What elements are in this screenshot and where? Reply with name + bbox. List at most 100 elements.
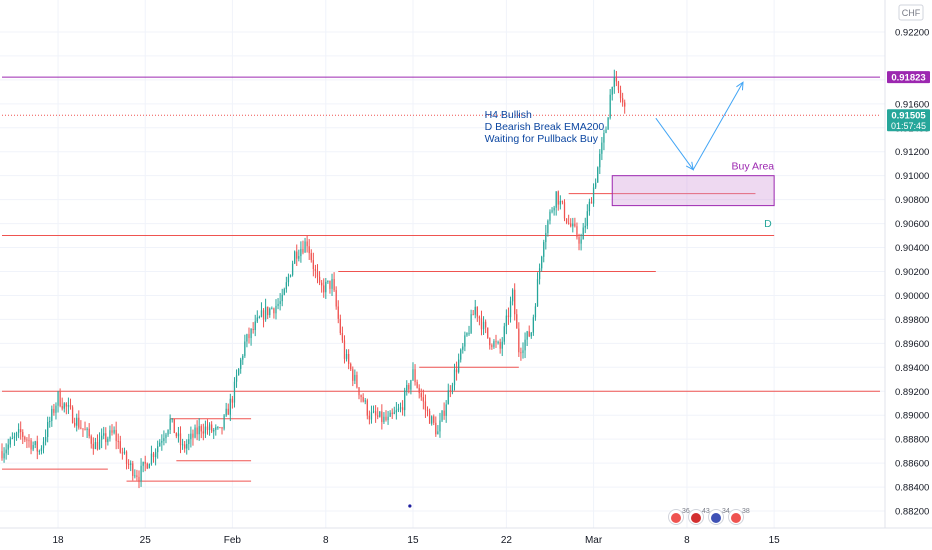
candle-body	[406, 384, 408, 391]
candle-body	[55, 405, 57, 413]
candle-body	[167, 429, 169, 435]
candle-body	[136, 475, 138, 477]
price-tick-label: 0.88600	[895, 459, 929, 470]
candle-body	[100, 435, 103, 440]
candle-body	[576, 226, 578, 238]
time-tick-label: 8	[684, 535, 690, 546]
candle-body	[528, 331, 530, 337]
candle-body	[489, 337, 491, 346]
annotation-line-3: Waiting for Pullback Buy	[485, 133, 599, 145]
candle-body	[1, 451, 3, 459]
candle-body	[493, 341, 495, 347]
candle-body	[460, 349, 462, 360]
candle-body	[557, 191, 559, 205]
event-count: 43	[702, 508, 710, 515]
candle-body	[219, 427, 221, 429]
price-axis[interactable]: 0.922000.916000.914000.912000.910000.908…	[895, 27, 929, 517]
candle-body	[150, 453, 153, 465]
candle-body	[194, 427, 196, 438]
candle-body	[534, 306, 537, 318]
candle-body	[300, 248, 302, 257]
candle-body	[123, 451, 126, 454]
price-tick-label: 0.89200	[895, 387, 929, 398]
candle-body	[507, 315, 510, 318]
candle-body	[302, 248, 304, 253]
candle-body	[138, 476, 140, 482]
candle-body	[296, 251, 298, 259]
candle-body	[90, 436, 92, 444]
candle-body	[453, 369, 456, 386]
candle-body	[352, 369, 354, 381]
candle-body	[572, 223, 574, 227]
candle-body	[495, 341, 497, 343]
price-tick-label: 0.88200	[895, 507, 929, 518]
candle-body	[470, 314, 472, 333]
candle-body	[148, 464, 151, 469]
candle-body	[24, 437, 26, 440]
price-tick-label: 0.89800	[895, 315, 929, 326]
candle-body	[5, 449, 7, 454]
candle-body	[248, 334, 250, 339]
candle-body	[103, 433, 105, 436]
candle-body	[526, 331, 528, 340]
candle-body	[231, 398, 234, 403]
candle-body	[98, 439, 101, 450]
candle-body	[518, 328, 520, 353]
event-count: 36	[682, 508, 690, 515]
candle-body	[140, 465, 142, 482]
candle-body	[76, 417, 78, 426]
candle-body	[84, 429, 86, 431]
candle-body	[28, 440, 30, 442]
candle-body	[107, 438, 109, 443]
candle-body	[594, 182, 597, 188]
candle-body	[117, 440, 119, 442]
candle-body	[196, 427, 198, 435]
candle-body	[51, 408, 53, 421]
candle-body	[501, 341, 503, 349]
candle-body	[82, 428, 84, 430]
economic-events[interactable]: 36 43 34 38	[668, 508, 750, 525]
candle-body	[472, 314, 474, 316]
candle-body	[439, 420, 441, 432]
price-tick-label: 0.91200	[895, 147, 929, 158]
candle-body	[611, 86, 613, 95]
candle-body	[267, 306, 269, 316]
grid	[0, 0, 885, 528]
candle-body	[503, 326, 505, 342]
candle-body	[92, 443, 94, 449]
candle-body	[134, 475, 136, 477]
candle-body	[190, 433, 192, 440]
candle-body	[358, 387, 360, 396]
projection-arrowhead-up	[736, 81, 744, 91]
candle-body	[354, 374, 356, 381]
currency-badge[interactable]: CHF	[898, 4, 924, 21]
candle-body	[368, 415, 371, 420]
candle-body	[621, 98, 624, 103]
candle-body	[455, 369, 458, 373]
candle-body	[175, 433, 177, 437]
currency-label: CHF	[902, 8, 921, 18]
candle-body	[258, 316, 261, 318]
candle-body	[105, 433, 107, 443]
candle-body	[393, 412, 395, 414]
candle-body	[298, 256, 300, 259]
candle-body	[34, 441, 36, 446]
candle-body	[449, 390, 451, 392]
candle-body	[22, 432, 24, 438]
candle-body	[233, 381, 236, 403]
candle-body	[111, 430, 113, 433]
candle-body	[343, 340, 346, 359]
candle-body	[422, 397, 425, 402]
countdown-label: 01:57:45	[891, 121, 926, 131]
time-tick-label: 18	[52, 535, 64, 546]
candle-body	[71, 407, 74, 423]
candle-body	[273, 308, 275, 314]
event-count: 34	[722, 508, 730, 515]
candle-body	[372, 411, 375, 413]
annotation-line-1: H4 Bullish	[485, 109, 532, 121]
candle-body	[420, 393, 422, 398]
candle-body	[327, 280, 329, 282]
candle-body	[345, 354, 348, 359]
time-axis[interactable]: 18 25 Feb 8 15 22 Mar 8 15	[52, 535, 780, 546]
candle-body	[152, 453, 155, 458]
